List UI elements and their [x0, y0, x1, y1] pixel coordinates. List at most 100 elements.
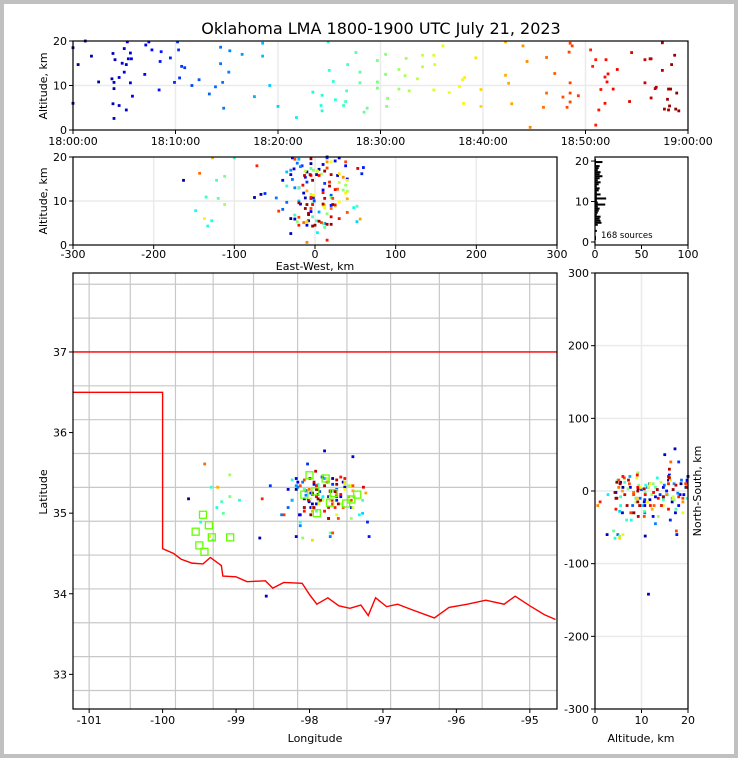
ew-xlabel: East-West, km — [276, 260, 354, 273]
source-point — [358, 70, 362, 74]
source-point — [668, 476, 671, 480]
histogram-bar — [595, 175, 603, 178]
source-point — [667, 475, 670, 478]
source-point — [335, 478, 339, 482]
source-point — [305, 240, 309, 244]
source-point — [325, 156, 329, 160]
source-point — [618, 482, 622, 486]
source-point — [325, 166, 329, 170]
source-point — [521, 44, 525, 48]
histogram-bar — [595, 213, 597, 216]
source-point — [292, 167, 296, 171]
source-point — [309, 513, 313, 517]
source-point — [331, 477, 335, 480]
source-point — [663, 107, 666, 111]
source-point — [323, 509, 326, 513]
histogram-bar — [595, 167, 599, 170]
source-point — [636, 489, 640, 493]
source-point — [672, 482, 676, 486]
source-point — [339, 475, 343, 479]
source-point — [660, 68, 664, 72]
source-point — [597, 108, 601, 112]
source-point — [679, 482, 683, 486]
histogram-bar — [595, 201, 598, 204]
source-point — [331, 80, 335, 83]
source-point — [320, 93, 324, 97]
source-point — [349, 484, 353, 488]
source-point — [628, 100, 631, 103]
source-point — [638, 496, 642, 500]
source-point — [197, 78, 201, 82]
source-point — [311, 215, 314, 219]
source-point — [625, 504, 629, 507]
source-point — [441, 44, 445, 48]
source-point — [618, 536, 622, 540]
source-point — [421, 65, 424, 69]
source-point — [301, 536, 305, 540]
source-point — [309, 157, 313, 161]
source-point — [651, 515, 655, 518]
source-point — [268, 484, 272, 488]
source-point — [289, 217, 293, 220]
source-point — [407, 89, 411, 93]
source-point — [199, 520, 203, 524]
source-point — [625, 518, 629, 522]
x-tick-label: 300 — [547, 248, 568, 261]
source-point — [643, 498, 647, 502]
source-point — [648, 498, 652, 502]
source-point — [207, 92, 211, 96]
source-point — [336, 174, 339, 177]
source-point — [504, 40, 507, 44]
source-point — [309, 506, 313, 509]
histogram-bar — [595, 217, 600, 220]
histogram-bar — [595, 189, 599, 192]
source-point — [309, 497, 313, 501]
source-point — [328, 498, 332, 502]
source-point — [666, 97, 669, 101]
histogram-bar — [595, 183, 599, 186]
source-point — [297, 186, 301, 190]
source-point — [677, 495, 681, 499]
y-tick-label: 10 — [53, 195, 67, 208]
source-point — [648, 504, 652, 507]
source-point — [632, 493, 635, 497]
source-point — [635, 496, 639, 500]
y-tick-label: -200 — [564, 630, 589, 643]
source-point — [636, 500, 640, 504]
source-point — [661, 495, 665, 499]
x-tick-label: 18:00:00 — [48, 135, 97, 148]
source-point — [304, 493, 308, 497]
source-point — [176, 40, 179, 44]
source-point — [561, 95, 565, 99]
histogram-bar — [595, 221, 602, 224]
source-point — [356, 167, 360, 170]
source-point — [223, 203, 227, 206]
station-marker — [312, 509, 321, 518]
x-tick-label: -98 — [301, 714, 319, 727]
source-point — [354, 51, 358, 54]
x-tick-label: -100 — [150, 714, 175, 727]
source-point — [316, 169, 319, 173]
source-point — [591, 64, 595, 68]
source-point — [339, 493, 343, 496]
source-point — [302, 497, 306, 501]
y-tick-label: 10 — [575, 196, 589, 209]
source-point — [285, 170, 289, 174]
source-point — [351, 484, 355, 488]
source-point — [667, 87, 670, 91]
source-point — [344, 191, 348, 195]
source-point — [345, 189, 349, 193]
source-point — [623, 493, 627, 497]
source-point — [203, 462, 207, 466]
source-point — [623, 480, 627, 484]
source-point — [303, 196, 307, 200]
source-point — [113, 58, 117, 62]
source-point — [345, 197, 349, 201]
source-point — [315, 495, 318, 499]
station-marker — [347, 495, 356, 504]
source-point — [220, 500, 224, 504]
source-point — [294, 484, 298, 488]
source-point — [642, 509, 646, 513]
y-tick-label: 0 — [582, 236, 589, 249]
source-point — [351, 489, 355, 493]
